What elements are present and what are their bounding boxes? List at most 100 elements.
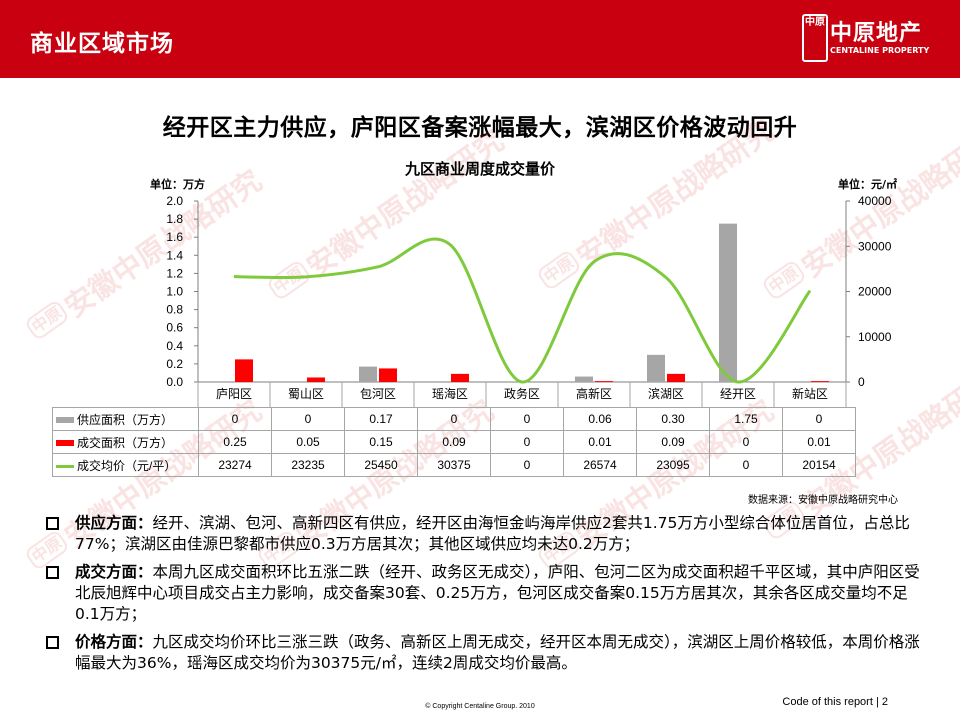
chart-title: 九区商业周度成交量价 xyxy=(404,160,555,178)
table-cell: 0 xyxy=(709,453,783,477)
deal-bar xyxy=(811,381,829,382)
left-axis-unit: 单位：万方 xyxy=(150,178,205,191)
category-label: 高新区 xyxy=(576,386,612,401)
right-axis-unit: 单位：元/㎡ xyxy=(838,178,898,191)
supply-legend-swatch xyxy=(56,417,74,424)
category-label: 滨湖区 xyxy=(648,386,684,401)
bullet-text: 经开、滨湖、包河、高新四区有供应，经开区由海恒金屿海岸供应2套共1.75万方小型… xyxy=(75,514,910,553)
left-tick-label: 0.8 xyxy=(166,303,183,317)
deal-bar xyxy=(595,381,613,382)
left-tick-label: 0.2 xyxy=(166,357,183,371)
right-tick-label: 10000 xyxy=(858,330,892,344)
table-row: 供应面积（万方） 0 0 0.17 0 0 0.06 0.30 1.75 0 xyxy=(52,407,856,431)
deal-bar xyxy=(667,373,685,382)
table-row: 成交面积（万方） 0.25 0.05 0.15 0.09 0 0.01 0.09 0 0.01 xyxy=(52,430,856,454)
right-tick-label: 0 xyxy=(858,375,865,389)
avg-price-point xyxy=(737,381,739,383)
supply-bar xyxy=(647,354,665,382)
logo-english-name: CENTALINE PROPERTY xyxy=(830,46,930,55)
table-cell: 0.06 xyxy=(563,407,637,431)
avg-price-point xyxy=(593,261,595,263)
slide-headline: 经开区主力供应，庐阳区备案涨幅最大，滨湖区价格波动回升 xyxy=(162,115,798,141)
bullet-price: 价格方面：九区成交均价环比三涨三跌（政务、高新区上周无成交，经开区本周无成交），… xyxy=(46,632,931,674)
table-cell: 0.09 xyxy=(417,430,491,454)
table-cell: 0.05 xyxy=(271,430,345,454)
supply-bar xyxy=(719,223,737,382)
right-tick-label: 40000 xyxy=(858,194,892,208)
table-row: 成交均价（元/平） 23274 23235 25450 30375 0 26574 23095… xyxy=(52,453,856,477)
deal-bar xyxy=(379,368,397,382)
left-tick-label: 0.6 xyxy=(166,321,183,335)
table-cell: 0.01 xyxy=(782,430,856,454)
table-cell: 0 xyxy=(198,407,272,431)
bullet-square-icon xyxy=(46,517,59,530)
table-cell: 0.17 xyxy=(344,407,418,431)
category-label: 经开区 xyxy=(720,387,756,401)
avg-price-point xyxy=(305,276,307,278)
category-label: 蜀山区 xyxy=(288,387,324,401)
avg-price-line xyxy=(233,237,812,384)
category-label: 瑶海区 xyxy=(432,386,468,401)
table-cell: 0 xyxy=(417,407,491,431)
bullet-heading: 价格方面： xyxy=(75,633,153,651)
series-legend-cell: 成交均价（元/平） xyxy=(52,453,199,477)
table-cell: 23095 xyxy=(636,453,710,477)
avg-price-point xyxy=(665,276,667,278)
table-cell: 0.01 xyxy=(563,430,637,454)
avg-price-point xyxy=(809,290,811,292)
table-cell: 23274 xyxy=(198,453,272,477)
data-source: 数据来源：安徽中原战略研究中心 xyxy=(748,495,898,506)
category-label: 新站区 xyxy=(792,386,828,401)
series-name: 供应面积（万方） xyxy=(77,412,174,427)
avg-price-point xyxy=(521,381,523,383)
table-cell: 0.15 xyxy=(344,430,418,454)
price-legend-swatch xyxy=(56,464,74,468)
right-tick-label: 20000 xyxy=(858,285,892,299)
bullet-supply: 供应方面：经开、滨湖、包河、高新四区有供应，经开区由海恒金屿海岸供应2套共1.7… xyxy=(46,513,931,555)
bullet-text: 九区成交均价环比三涨三跌（政务、高新区上周无成交，经开区本周无成交），滨湖区上周… xyxy=(75,633,920,672)
series-legend-cell: 供应面积（万方） xyxy=(52,407,199,431)
header-bar: 商业区域市场 中原 中原地产 CENTALINE PROPERTY xyxy=(0,0,960,78)
table-cell: 0 xyxy=(490,430,564,454)
category-label: 包河区 xyxy=(360,387,396,401)
table-cell: 25450 xyxy=(344,453,418,477)
deal-bar xyxy=(235,359,253,382)
table-cell: 26574 xyxy=(563,453,637,477)
left-tick-label: 1.8 xyxy=(166,212,183,226)
table-cell: 0 xyxy=(709,430,783,454)
report-code: Code of this report | 2 xyxy=(782,696,888,708)
left-tick-label: 1.0 xyxy=(166,285,183,299)
table-cell: 0 xyxy=(490,453,564,477)
series-name: 成交面积（万方） xyxy=(77,435,174,450)
table-cell: 1.75 xyxy=(709,407,783,431)
company-logo: 中原 中原地产 CENTALINE PROPERTY xyxy=(802,14,934,64)
bullet-heading: 供应方面： xyxy=(75,514,153,532)
section-title: 商业区域市场 xyxy=(30,31,174,57)
left-tick-label: 0.0 xyxy=(166,375,183,389)
copyright-notice: © Copyright Centaline Group. 2010 xyxy=(425,703,535,710)
table-cell: 23235 xyxy=(271,453,345,477)
weekly-volume-price-chart: 0.0 0.2 0.4 0.6 0.8 1.0 1.2 1.4 1.6 1.8 2.0 0 10000 2… xyxy=(166,194,892,407)
bullet-text: 本周九区成交面积环比五涨二跌（经开、政务区无成交），庐阳、包河二区为成交面积超千… xyxy=(75,563,920,623)
deal-bar xyxy=(307,377,325,382)
table-cell: 20154 xyxy=(782,453,856,477)
table-cell: 0.09 xyxy=(636,430,710,454)
avg-price-point xyxy=(233,276,235,278)
series-legend-cell: 成交面积（万方） xyxy=(52,430,199,454)
left-tick-label: 2.0 xyxy=(166,194,183,208)
deal-bar xyxy=(451,373,469,382)
supply-bar xyxy=(575,376,593,382)
bullet-heading: 成交方面： xyxy=(75,563,153,581)
deal-legend-swatch xyxy=(56,440,74,447)
logo-seal: 中原 xyxy=(802,14,828,62)
table-cell: 0.30 xyxy=(636,407,710,431)
bullet-deals: 成交方面：本周九区成交面积环比五涨二跌（经开、政务区无成交），庐阳、包河二区为成… xyxy=(46,562,931,625)
left-tick-label: 1.2 xyxy=(166,266,183,280)
table-cell: 0 xyxy=(782,407,856,431)
chart-data-table: 供应面积（万方） 0 0 0.17 0 0 0.06 0.30 1.75 0 成交面积（万方） 0.2… xyxy=(52,407,856,477)
category-label: 庐阳区 xyxy=(216,386,252,401)
logo-chinese-name: 中原地产 xyxy=(830,21,923,46)
supply-bar xyxy=(359,366,377,382)
left-tick-label: 1.4 xyxy=(166,248,183,262)
bullet-square-icon xyxy=(46,566,59,579)
